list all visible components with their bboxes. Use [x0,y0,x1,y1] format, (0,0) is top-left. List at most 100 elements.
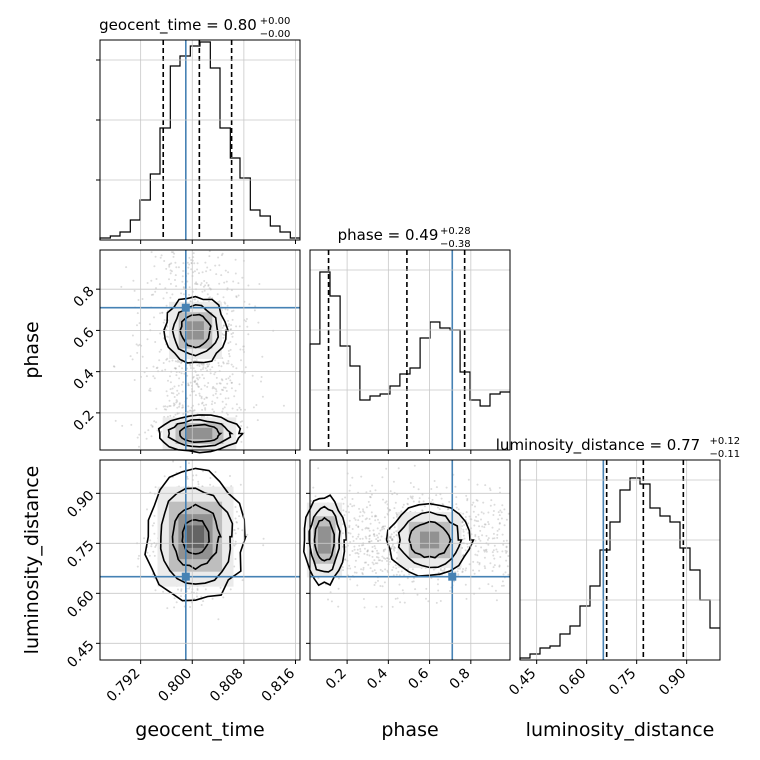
histogram-bar [370,396,380,450]
sample-point [357,535,360,538]
sample-point [189,606,192,608]
sample-point [168,278,170,281]
histogram-grid [520,460,720,660]
sample-point [501,550,504,553]
sample-point [221,379,224,382]
sample-point [337,605,340,608]
contour-line [397,511,463,569]
sample-point [195,374,198,377]
y-axis-label: phase [21,321,43,378]
sample-point [440,497,443,500]
sample-point [503,508,506,511]
histogram-bar [620,490,630,660]
sample-point [163,475,166,478]
sample-point [207,296,210,299]
x-tick-label: 0.2 [323,666,350,693]
sample-point [159,312,162,315]
sample-point [238,383,241,386]
sample-point [506,565,509,568]
sample-point [200,415,203,418]
sample-point [197,385,200,388]
sample-point [230,381,233,384]
sample-point [378,521,381,524]
sample-point [227,319,230,322]
sample-point [197,385,200,388]
sample-point [215,273,218,276]
sample-point [214,264,217,267]
sample-point [155,421,158,424]
sample-point [370,493,373,496]
sample-point [486,538,489,541]
sample-point [159,332,162,335]
sample-point [505,518,508,521]
sample-point [189,364,192,367]
histogram-bar [610,522,620,660]
sample-point [361,537,364,540]
histogram-bar [400,374,410,450]
sample-point [384,568,387,571]
sample-point [395,534,398,536]
sample-point [176,406,179,409]
sample-point [180,589,183,592]
sample-point [348,489,351,492]
sample-point [310,500,313,502]
sample-point [476,483,479,486]
sample-point [409,495,412,498]
sample-point [393,531,396,534]
sample-point [364,527,367,530]
sample-point [224,397,227,400]
sample-point [178,360,181,363]
sample-point [462,568,465,570]
sample-point [174,413,177,416]
sample-point [371,561,374,564]
sample-point [389,560,392,563]
sample-point [209,477,212,479]
sample-point [376,549,378,552]
sample-point [465,567,468,570]
sample-point [152,293,155,296]
sample-point [229,475,231,477]
sample-point [173,606,176,609]
sample-point [212,394,215,397]
sample-point [224,386,227,389]
sample-point [241,529,244,532]
sample-point [377,518,379,521]
sample-point [411,495,414,498]
sample-point [221,252,224,255]
sample-point [151,425,154,428]
sample-point [188,263,191,266]
sample-point [228,375,231,378]
sample-point [227,360,230,362]
sample-point [190,259,193,261]
sample-point [214,359,217,362]
sample-point [206,363,209,366]
sample-point [487,523,490,526]
sample-point [499,509,502,512]
sample-point [201,290,204,293]
sample-point [163,408,166,411]
histogram-bar [250,210,260,240]
sample-point [436,583,439,586]
sample-point [132,279,135,282]
sample-point [235,343,238,346]
sample-point [430,488,433,490]
contour-line [408,520,452,559]
sample-point [468,515,471,518]
sample-point [206,365,209,368]
sample-point [385,500,388,503]
sample-point [484,484,487,487]
sample-point [474,553,477,556]
sample-point [365,517,368,520]
sample-point [389,509,392,512]
sample-point [435,486,438,489]
sample-point [260,376,263,378]
sample-point [211,387,214,390]
sample-point [200,604,203,606]
sample-point [211,597,214,600]
sample-point [365,506,368,509]
sample-point [162,405,165,408]
sample-point [251,374,254,377]
sample-point [245,318,248,320]
sample-point [379,585,382,587]
sample-point [495,548,498,551]
